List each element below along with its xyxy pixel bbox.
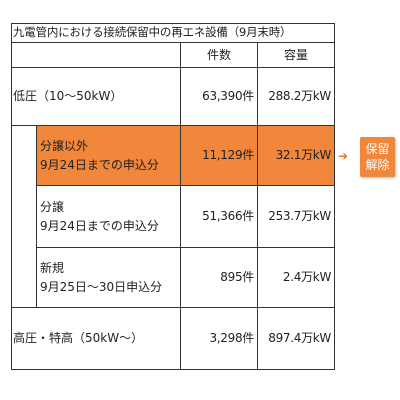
low-voltage-row: 低圧（10～50kW） 63,390件 288.2万kW — [11, 67, 336, 126]
new-label: 新規 9月25日～30日申込分 — [36, 247, 181, 308]
high-voltage-count: 3,298件 — [180, 307, 258, 370]
non-transfer-row: 分譲以外 9月24日までの申込分 11,129件 32.1万kW — [11, 125, 336, 186]
reserved-connections-table: 九電管内における接続保留中の再エネ設備（9月末時） 件数 容量 低圧（10～50… — [10, 23, 336, 370]
transfer-label: 分譲 9月24日までの申込分 — [36, 185, 181, 248]
title-row: 九電管内における接続保留中の再エネ設備（9月末時） — [10, 23, 336, 43]
non-transfer-label-line1: 分譲以外 — [40, 138, 89, 153]
non-transfer-label: 分譲以外 9月24日までの申込分 — [36, 125, 181, 186]
header-row: 件数 容量 — [11, 42, 336, 68]
arrow-right-icon: ➔ — [338, 149, 349, 163]
release-callout-line1: 保留 — [365, 142, 390, 156]
capacity-header: 容量 — [256, 42, 336, 68]
header-blank — [11, 42, 181, 68]
release-callout: 保留 解除 — [360, 137, 395, 177]
indent-cell — [11, 185, 37, 248]
high-voltage-capacity: 897.4万kW — [256, 307, 336, 370]
new-label-line1: 新規 — [40, 260, 65, 275]
new-capacity: 2.4万kW — [256, 247, 336, 308]
non-transfer-capacity: 32.1万kW — [256, 125, 336, 186]
transfer-capacity: 253.7万kW — [256, 185, 336, 248]
indent-cell — [11, 247, 37, 308]
new-label-line2: 9月25日～30日申込分 — [40, 279, 163, 294]
transfer-label-line2: 9月24日までの申込分 — [40, 218, 159, 233]
non-transfer-label-line2: 9月24日までの申込分 — [40, 157, 159, 172]
new-row: 新規 9月25日～30日申込分 895件 2.4万kW — [11, 247, 336, 308]
new-count: 895件 — [180, 247, 258, 308]
non-transfer-count: 11,129件 — [180, 125, 258, 186]
transfer-row: 分譲 9月24日までの申込分 51,366件 253.7万kW — [11, 185, 336, 248]
transfer-label-line1: 分譲 — [40, 199, 65, 214]
low-voltage-label: 低圧（10～50kW） — [11, 67, 181, 126]
high-voltage-label: 高圧・特高（50kW～） — [11, 307, 181, 370]
count-header: 件数 — [180, 42, 258, 68]
indent-cell — [11, 125, 37, 186]
low-voltage-count: 63,390件 — [180, 67, 258, 126]
low-voltage-capacity: 288.2万kW — [256, 67, 336, 126]
table-title: 九電管内における接続保留中の再エネ設備（9月末時） — [10, 23, 336, 43]
transfer-count: 51,366件 — [180, 185, 258, 248]
high-voltage-row: 高圧・特高（50kW～） 3,298件 897.4万kW — [11, 307, 336, 370]
release-callout-line2: 解除 — [365, 158, 390, 172]
